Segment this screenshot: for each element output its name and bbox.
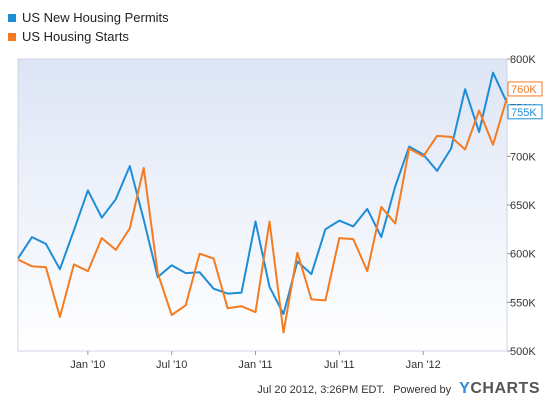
legend: US New Housing Permits US Housing Starts <box>8 8 169 46</box>
y-tick-label: 650K <box>510 200 536 212</box>
y-tick-label: 600K <box>510 249 536 261</box>
y-tick-label: 500K <box>510 346 536 358</box>
plot-area <box>17 58 508 352</box>
legend-label-permits: US New Housing Permits <box>22 10 169 25</box>
legend-item-starts[interactable]: US Housing Starts <box>8 27 169 46</box>
last-value-box-starts <box>507 81 543 97</box>
x-tick-label: Jan '11 <box>238 359 272 371</box>
y-tick-label: 700K <box>510 151 536 163</box>
legend-label-starts: US Housing Starts <box>22 29 129 44</box>
legend-swatch-permits <box>8 13 16 22</box>
x-tick-label: Jan '12 <box>406 359 441 371</box>
y-tick-label: 800K <box>510 54 536 66</box>
last-value-label-starts: 760K <box>511 84 537 96</box>
x-tick-label: Jan '10 <box>70 359 105 371</box>
legend-item-permits[interactable]: US New Housing Permits <box>8 8 169 27</box>
series-line-permits <box>17 71 508 315</box>
x-tick-label: Jul '11 <box>324 359 355 371</box>
last-value-label-permits: 755K <box>511 107 537 119</box>
legend-swatch-starts <box>8 32 16 41</box>
ycharts-logo[interactable]: YCHARTS <box>459 380 540 398</box>
last-value-box-permits <box>507 104 543 120</box>
x-tick-label: Jul '10 <box>156 359 187 371</box>
powered-by-label: Powered by <box>393 384 452 396</box>
ycharts-logo-y: Y <box>459 380 471 397</box>
ycharts-logo-text: CHARTS <box>470 380 540 397</box>
footer: Jul 20 2012, 3:26PM EDT. Powered by YCHA… <box>257 380 540 398</box>
y-tick-label: 550K <box>510 297 536 309</box>
timestamp: Jul 20 2012, 3:26PM EDT. <box>257 384 386 396</box>
series-line-starts <box>17 97 508 334</box>
